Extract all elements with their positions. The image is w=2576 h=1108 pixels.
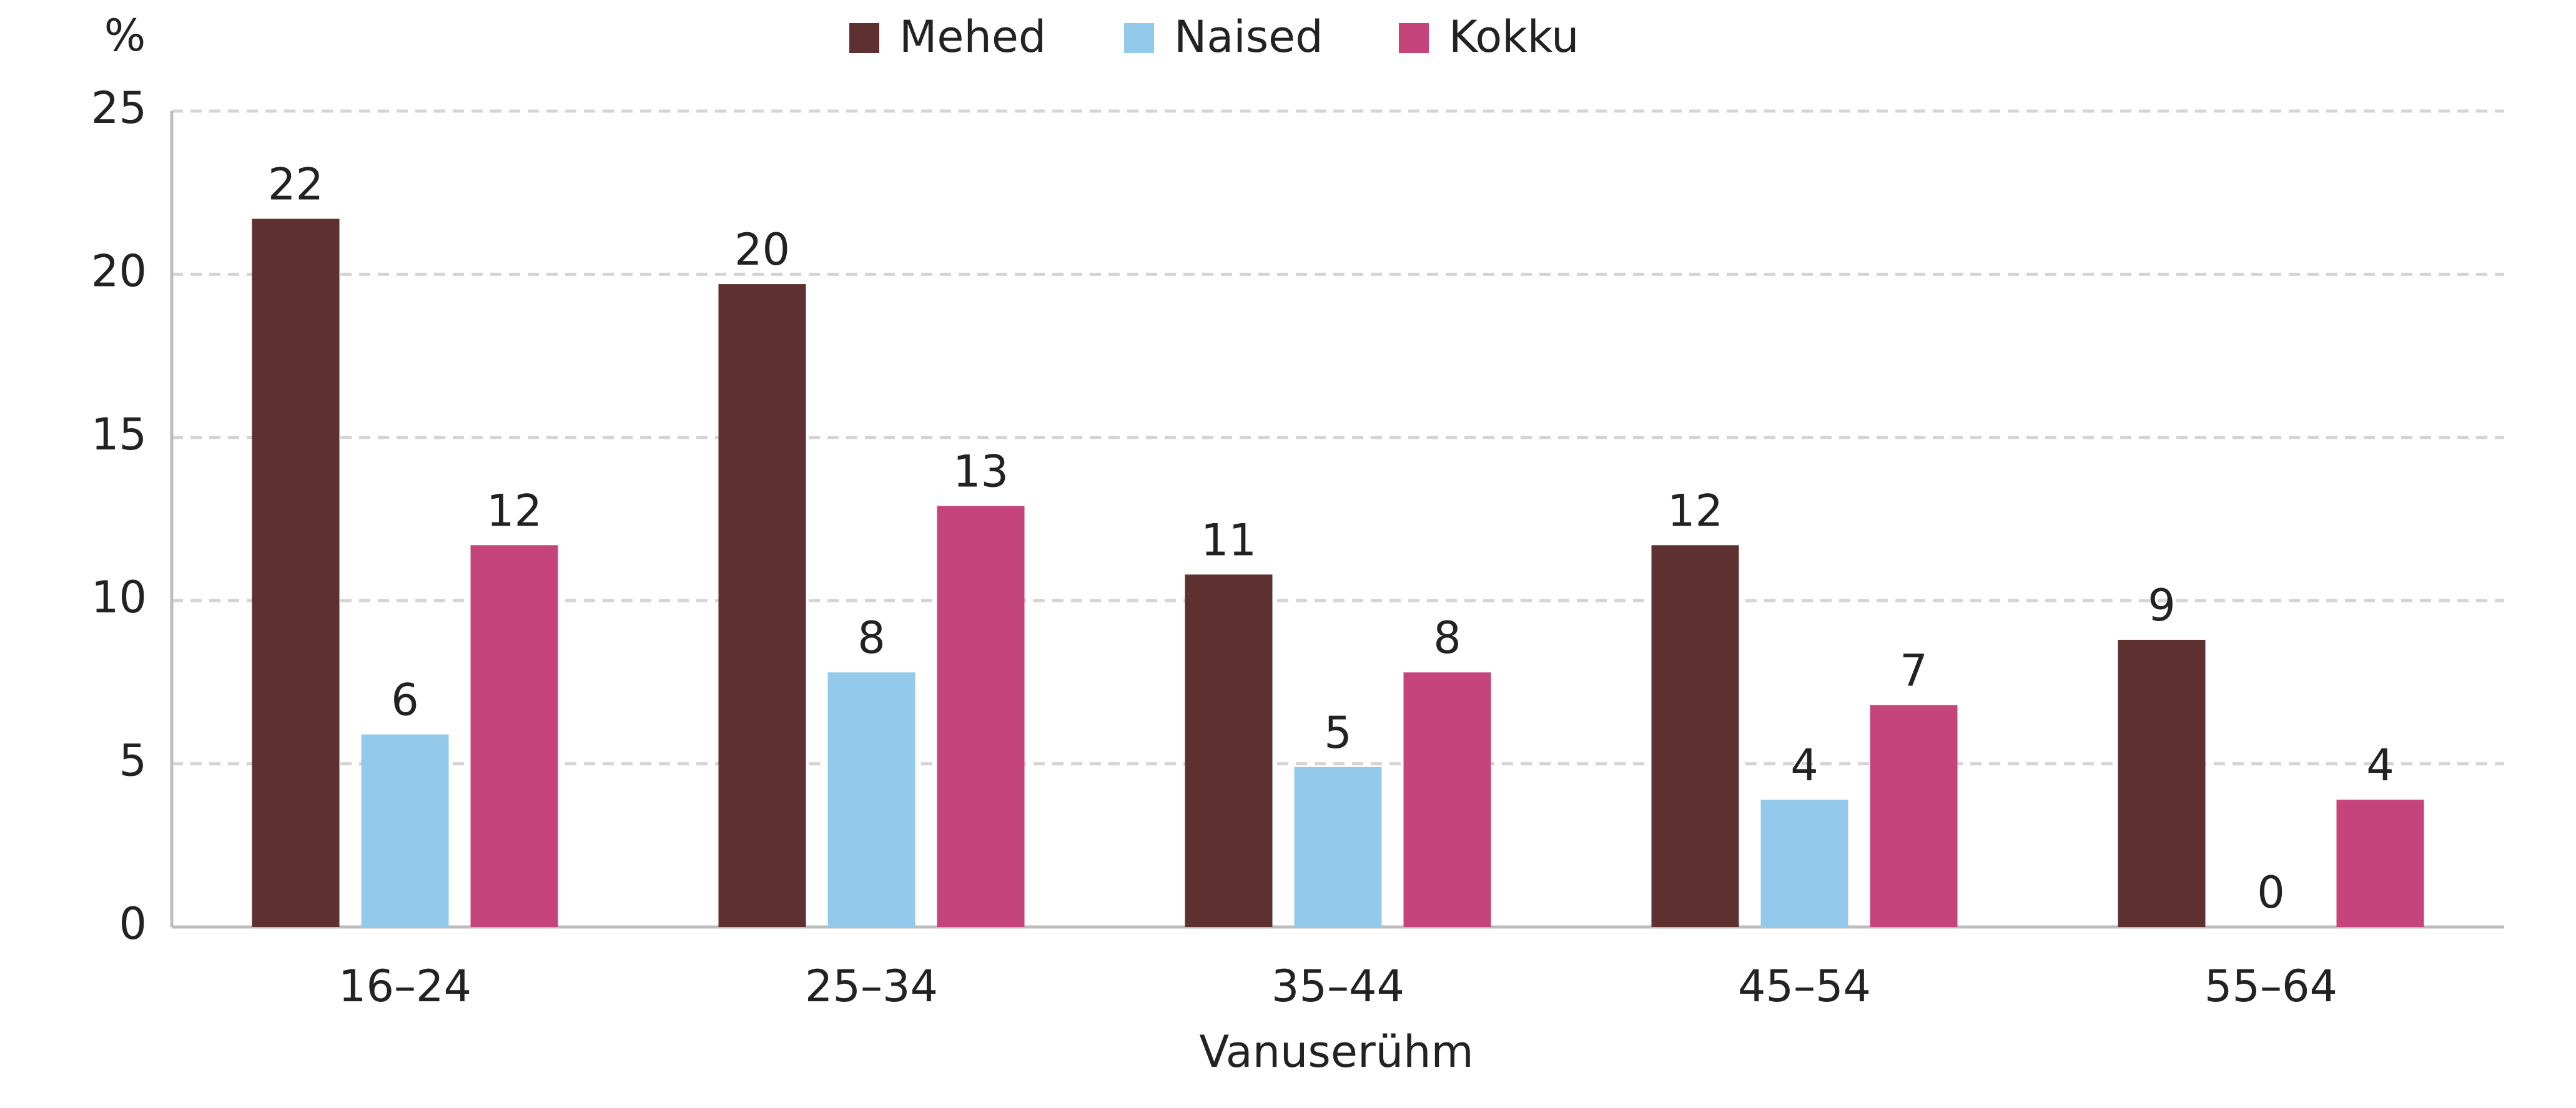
- x-axis-title: Vanuserühm: [1199, 1026, 1473, 1077]
- x-tick-label: 16–24: [338, 961, 471, 1012]
- legend-swatch: [849, 23, 879, 53]
- bar: [1651, 545, 1739, 927]
- bar: [1403, 672, 1491, 927]
- data-label: 4: [1790, 740, 1818, 791]
- data-label: 11: [1201, 514, 1256, 566]
- bar: [361, 734, 449, 927]
- bar: [827, 672, 915, 927]
- data-label: 12: [1667, 485, 1723, 536]
- legend-swatch: [1124, 23, 1154, 53]
- legend-label: Mehed: [899, 11, 1046, 62]
- bar: [1760, 800, 1848, 927]
- bar: [252, 218, 340, 928]
- legend-label: Naised: [1174, 11, 1323, 62]
- x-tick-label: 35–44: [1271, 961, 1404, 1012]
- data-label: 13: [953, 446, 1009, 498]
- bar: [2336, 800, 2424, 927]
- data-label: 7: [1900, 645, 1928, 697]
- bar: [470, 545, 558, 927]
- data-label: 9: [2148, 580, 2176, 631]
- x-tick-label: 45–54: [1738, 961, 1871, 1012]
- bar: [2118, 639, 2206, 927]
- x-tick-label: 25–34: [805, 961, 938, 1012]
- data-label: 22: [268, 159, 323, 210]
- x-tick-label: 55–64: [2204, 961, 2337, 1012]
- data-label: 0: [2257, 867, 2285, 918]
- bar: [1185, 574, 1273, 927]
- bar: [1870, 705, 1958, 927]
- y-tick-label: 20: [91, 245, 147, 297]
- bar: [718, 284, 806, 928]
- y-tick-label: 0: [119, 898, 147, 949]
- y-tick-label: 5: [119, 735, 147, 787]
- data-label: 12: [486, 485, 542, 536]
- data-label: 8: [857, 612, 886, 664]
- legend-label: Kokku: [1449, 11, 1579, 62]
- y-tick-label: 25: [91, 82, 147, 134]
- bar: [937, 506, 1025, 927]
- bar: [1294, 767, 1382, 927]
- data-label: 5: [1324, 707, 1352, 758]
- data-label: 4: [2366, 740, 2394, 791]
- y-tick-label: 10: [91, 572, 147, 623]
- y-tick-label: 15: [91, 409, 147, 460]
- y-axis-label: %: [104, 10, 146, 61]
- data-label: 20: [734, 224, 790, 275]
- data-label: 6: [391, 675, 419, 726]
- data-label: 8: [1433, 612, 1461, 664]
- legend-swatch: [1399, 23, 1429, 53]
